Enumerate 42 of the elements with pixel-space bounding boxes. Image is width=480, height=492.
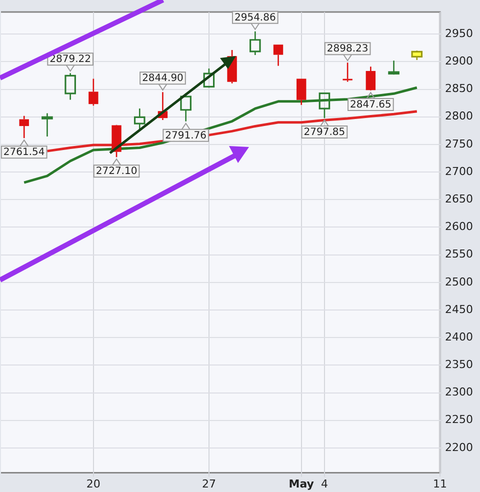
y-tick-label: 2600 [445, 220, 473, 234]
candlestick [42, 112, 53, 138]
y-tick-label: 2900 [445, 54, 473, 68]
y-tick-label: 2200 [445, 440, 473, 454]
candlestick [296, 78, 306, 106]
y-tick-label: 2700 [445, 164, 473, 178]
y-tick-label: 2500 [445, 275, 473, 288]
x-tick-label: May [288, 477, 314, 490]
x-tick-label: 27 [202, 477, 216, 490]
y-tick-label: 2750 [445, 137, 473, 150]
y-tick-label: 2650 [445, 192, 473, 206]
x-tick-label: 20 [86, 477, 100, 490]
annotation: 2844.90 [142, 73, 184, 84]
candlestick [342, 62, 352, 82]
annotation: 2761.54 [3, 147, 45, 158]
candlestick [134, 108, 146, 131]
annotation: 2898.23 [326, 44, 368, 55]
annotation: 2791.76 [165, 130, 207, 142]
candlestick [64, 72, 76, 100]
candlestick [88, 78, 98, 106]
candlestick [366, 66, 376, 90]
annotation: 2847.65 [350, 100, 392, 111]
candlestick [388, 60, 400, 76]
candlestick [318, 92, 330, 119]
annotation: 2727.10 [96, 166, 138, 178]
candlestick [273, 44, 284, 66]
y-tick-label: 2350 [445, 358, 473, 372]
y-tick-label: 2800 [445, 110, 473, 123]
y-tick-label: 2450 [445, 302, 473, 316]
y-tick-label: 2550 [445, 248, 473, 261]
y-tick-label: 2250 [445, 413, 473, 426]
x-tick-label: 4 [320, 477, 328, 490]
y-tick-label: 2950 [445, 26, 473, 40]
y-tick-label: 2400 [445, 330, 473, 344]
candlestick [250, 30, 261, 56]
annotation: 2954.86 [234, 12, 276, 24]
y-tick-label: 2850 [445, 82, 473, 96]
annotation: 2879.22 [50, 54, 91, 66]
y-tick-label: 2300 [445, 386, 473, 399]
x-tick-label: 11 [433, 477, 447, 490]
annotation: 2797.85 [304, 127, 346, 138]
candlestick [19, 115, 29, 139]
